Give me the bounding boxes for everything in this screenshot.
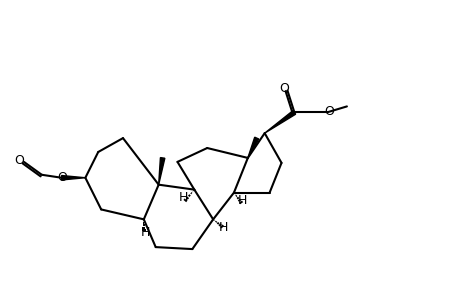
- Text: O: O: [57, 171, 67, 184]
- Text: H: H: [238, 194, 247, 207]
- Text: H: H: [218, 221, 227, 234]
- Text: O: O: [279, 82, 289, 95]
- Polygon shape: [158, 158, 164, 185]
- Text: O: O: [14, 154, 24, 167]
- Text: O: O: [324, 105, 333, 118]
- Polygon shape: [264, 110, 295, 133]
- Polygon shape: [247, 137, 258, 158]
- Text: H: H: [179, 191, 188, 204]
- Polygon shape: [62, 176, 85, 180]
- Text: H: H: [141, 226, 150, 239]
